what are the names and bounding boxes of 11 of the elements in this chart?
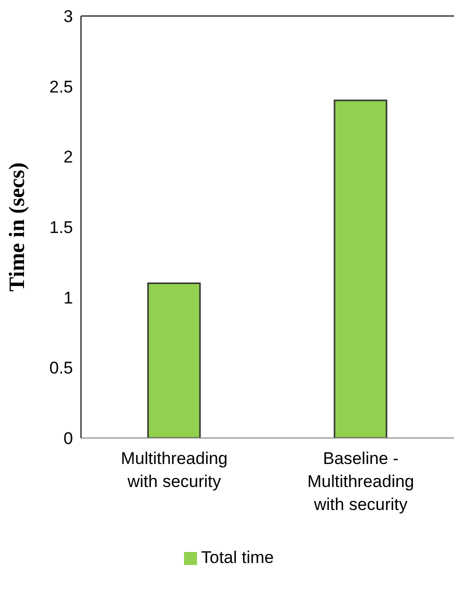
y-tick-label: 2.5: [49, 77, 73, 96]
legend-label: Total time: [201, 548, 274, 567]
y-tick-label: 1: [64, 288, 73, 308]
y-axis-title: Time in (secs): [4, 162, 29, 292]
y-tick-label: 1.5: [49, 218, 73, 238]
y-tick-label: 2: [64, 148, 73, 167]
y-tick-label: 0.5: [49, 358, 73, 378]
x-tick-label: Multithreading with security: [120, 449, 228, 491]
y-tick-label: 3: [64, 7, 73, 26]
x-tick-label: Baseline - Multithreading with security: [307, 449, 414, 514]
y-tick-label: 0: [64, 429, 73, 448]
